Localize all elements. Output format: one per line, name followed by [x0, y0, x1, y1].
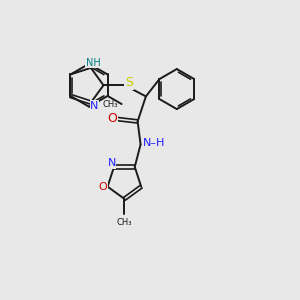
- Text: S: S: [125, 76, 133, 89]
- Text: CH₃: CH₃: [117, 218, 132, 227]
- Text: O: O: [99, 182, 107, 192]
- Text: N: N: [90, 101, 99, 111]
- Text: NH: NH: [86, 58, 101, 68]
- Text: O: O: [107, 112, 117, 125]
- Text: CH₃: CH₃: [103, 100, 118, 109]
- Text: N–H: N–H: [142, 138, 165, 148]
- Text: N: N: [107, 158, 116, 168]
